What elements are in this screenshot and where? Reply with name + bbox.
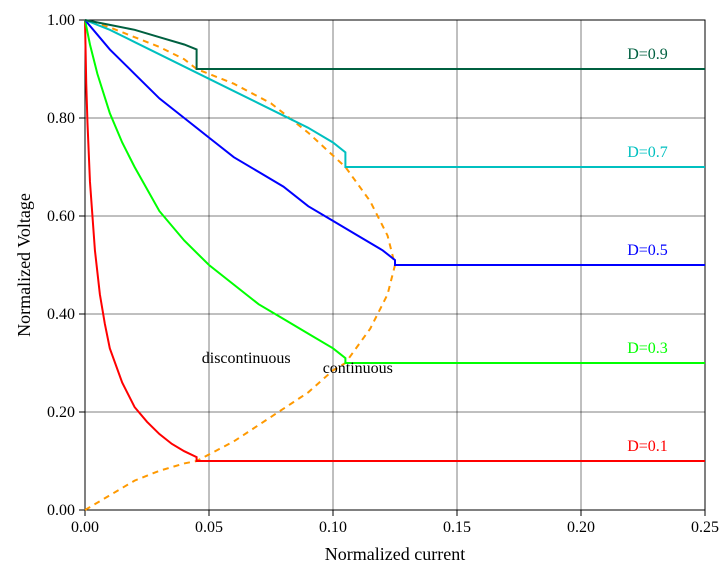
series-label-D=0.5: D=0.5 (627, 242, 668, 259)
series-D=0.9 (85, 20, 705, 69)
series-label-D=0.9: D=0.9 (627, 46, 668, 63)
series-D=0.3 (85, 20, 705, 363)
series-D=0.1 (85, 20, 705, 461)
x-tick-label: 0.10 (319, 519, 347, 536)
x-tick-label: 0.15 (443, 519, 471, 536)
series-label-D=0.1: D=0.1 (627, 438, 668, 455)
y-tick-label: 0.20 (47, 404, 75, 421)
region-label: continuous (323, 360, 393, 377)
y-axis-label: Normalized Voltage (14, 193, 34, 337)
series-label-D=0.3: D=0.3 (627, 340, 668, 357)
series-label-D=0.7: D=0.7 (627, 144, 668, 161)
x-tick-label: 0.20 (567, 519, 595, 536)
x-tick-label: 0.00 (71, 519, 99, 536)
voltage-current-chart: 0.00 0.05 0.10 0.15 0.20 0.25 0.00 0.20 0.40 0.60… (0, 0, 728, 579)
x-tick-label: 0.05 (195, 519, 223, 536)
chart-container: 0.00 0.05 0.10 0.15 0.20 0.25 0.00 0.20 0.40 0.60… (0, 0, 728, 579)
y-tick-label: 0.60 (47, 208, 75, 225)
x-tick-label: 0.25 (691, 519, 719, 536)
y-tick-label: 1.00 (47, 12, 75, 29)
y-tick-label: 0.40 (47, 306, 75, 323)
y-tick-label: 0.00 (47, 502, 75, 519)
y-tick-label: 0.80 (47, 110, 75, 127)
x-axis-label: Normalized current (325, 544, 465, 564)
region-label: discontinuous (202, 350, 291, 367)
